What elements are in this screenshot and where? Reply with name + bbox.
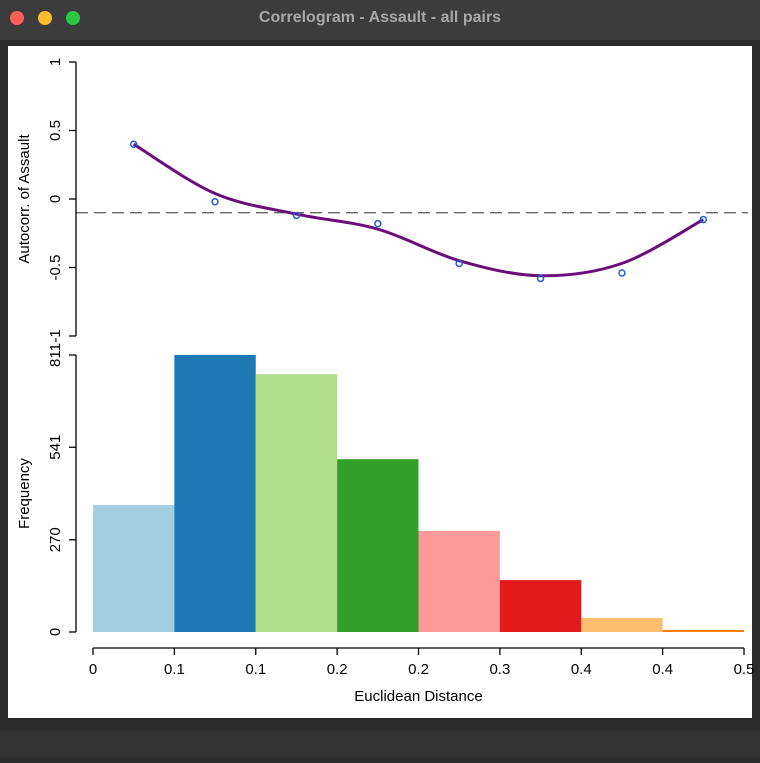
x-tick-label: 0 <box>89 661 97 678</box>
data-point <box>699 215 708 224</box>
y-tick-label: 1 <box>47 58 64 66</box>
y-tick-label: -1 <box>47 329 64 342</box>
data-point <box>374 219 382 228</box>
x-tick-label: 0.3 <box>489 661 510 678</box>
close-button[interactable] <box>10 11 24 25</box>
y-tick-label: 270 <box>47 527 64 552</box>
data-point <box>211 197 219 206</box>
y-tick-label: 541 <box>47 435 64 460</box>
data-point <box>129 140 138 148</box>
data-point <box>536 274 545 283</box>
data-point <box>618 269 626 277</box>
bar <box>337 459 419 632</box>
data-point <box>292 211 301 220</box>
y-tick-label: -0.5 <box>47 255 64 281</box>
zoom-button[interactable] <box>66 11 80 25</box>
fit-curve <box>132 142 705 278</box>
title-bar <box>0 0 760 40</box>
x-tick-label: 0.4 <box>652 661 673 678</box>
minimize-button[interactable] <box>38 11 52 25</box>
y-tick-label: 0.5 <box>47 120 64 141</box>
x-tick-label: 0.2 <box>327 661 348 678</box>
bar <box>418 530 500 632</box>
data-point <box>455 259 463 268</box>
y-axis-label: Frequency <box>16 458 33 529</box>
window-title: Correlogram - Assault - all pairs <box>259 9 501 26</box>
y-tick-label: 811 <box>47 343 64 367</box>
x-tick-label: 0.5 <box>734 661 755 678</box>
bar <box>174 355 256 632</box>
y-axis-label: Autocorr. of Assault <box>16 134 33 264</box>
x-tick-label: 0.2 <box>408 661 429 678</box>
x-axis-label: Euclidean Distance <box>354 688 482 705</box>
bar <box>499 580 582 632</box>
x-tick-label: 0.1 <box>245 661 266 678</box>
x-tick-label: 0.1 <box>164 661 185 678</box>
y-tick-label: 0 <box>47 195 64 203</box>
bar <box>662 629 744 632</box>
status-bar <box>0 730 760 758</box>
bar <box>255 374 338 632</box>
bar <box>93 504 175 632</box>
y-tick-label: 0 <box>47 628 64 636</box>
bar <box>581 617 663 632</box>
x-tick-label: 0.4 <box>571 661 592 678</box>
